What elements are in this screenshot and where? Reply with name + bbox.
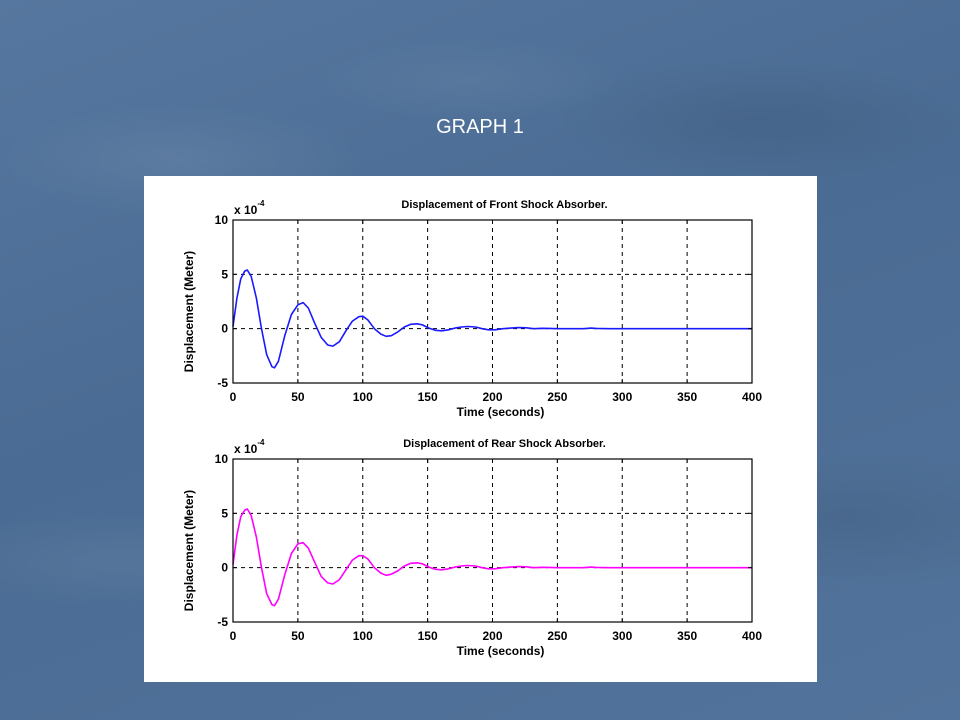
x-tick-label: 100 [353,390,373,404]
y-multiplier-exponent: -4 [257,438,265,447]
y-multiplier: x 10-4 [234,438,265,456]
slide-title: GRAPH 1 [436,116,524,138]
x-tick-label: 50 [291,629,305,643]
x-tick-label: 200 [482,629,502,643]
chart-title: Displacement of Rear Shock Absorber. [403,438,606,450]
y-multiplier: x 10-4 [234,199,265,217]
x-tick-label: 300 [612,390,632,404]
matlab-figure: Displacement of Front Shock Absorber. x 1… [144,176,817,682]
x-tick-label: 200 [482,390,502,404]
chart-front: Displacement of Front Shock Absorber. x 1… [182,199,762,419]
y-tick-label: 0 [221,322,228,336]
y-tick-label: 0 [221,561,228,575]
chart-rear: Displacement of Rear Shock Absorber. x 10… [182,438,762,658]
y-tick-label: 5 [221,267,228,281]
x-axis-label: Time (seconds) [457,405,545,419]
x-tick-label: 150 [418,629,438,643]
x-tick-label: 250 [547,390,567,404]
y-tick-label: 5 [221,506,228,520]
x-tick-label: 0 [230,390,237,404]
x-tick-label: 350 [677,629,697,643]
figure-svg: Displacement of Front Shock Absorber. x 1… [182,199,762,658]
series-line-0 [232,269,752,369]
x-tick-label: 400 [742,390,762,404]
x-tick-label: 150 [418,390,438,404]
x-tick-label: 250 [547,629,567,643]
chart-title: Displacement of Front Shock Absorber. [401,199,607,211]
y-multiplier-base: x 10 [234,203,258,217]
y-axis-label: Displacement (Meter) [182,251,196,372]
x-axis-label: Time (seconds) [457,644,545,658]
y-tick-label: -5 [217,615,228,629]
x-tick-label: 0 [230,629,237,643]
y-tick-label: 10 [215,452,229,466]
y-tick-label: -5 [217,376,228,390]
x-tick-label: 300 [612,629,632,643]
x-tick-label: 100 [353,629,373,643]
y-multiplier-exponent: -4 [257,199,265,208]
x-tick-label: 50 [291,390,305,404]
x-tick-label: 400 [742,629,762,643]
y-multiplier-base: x 10 [234,442,258,456]
x-tick-label: 350 [677,390,697,404]
y-axis-label: Displacement (Meter) [182,490,196,611]
y-tick-label: 10 [215,213,229,227]
series-line-0 [232,508,752,607]
